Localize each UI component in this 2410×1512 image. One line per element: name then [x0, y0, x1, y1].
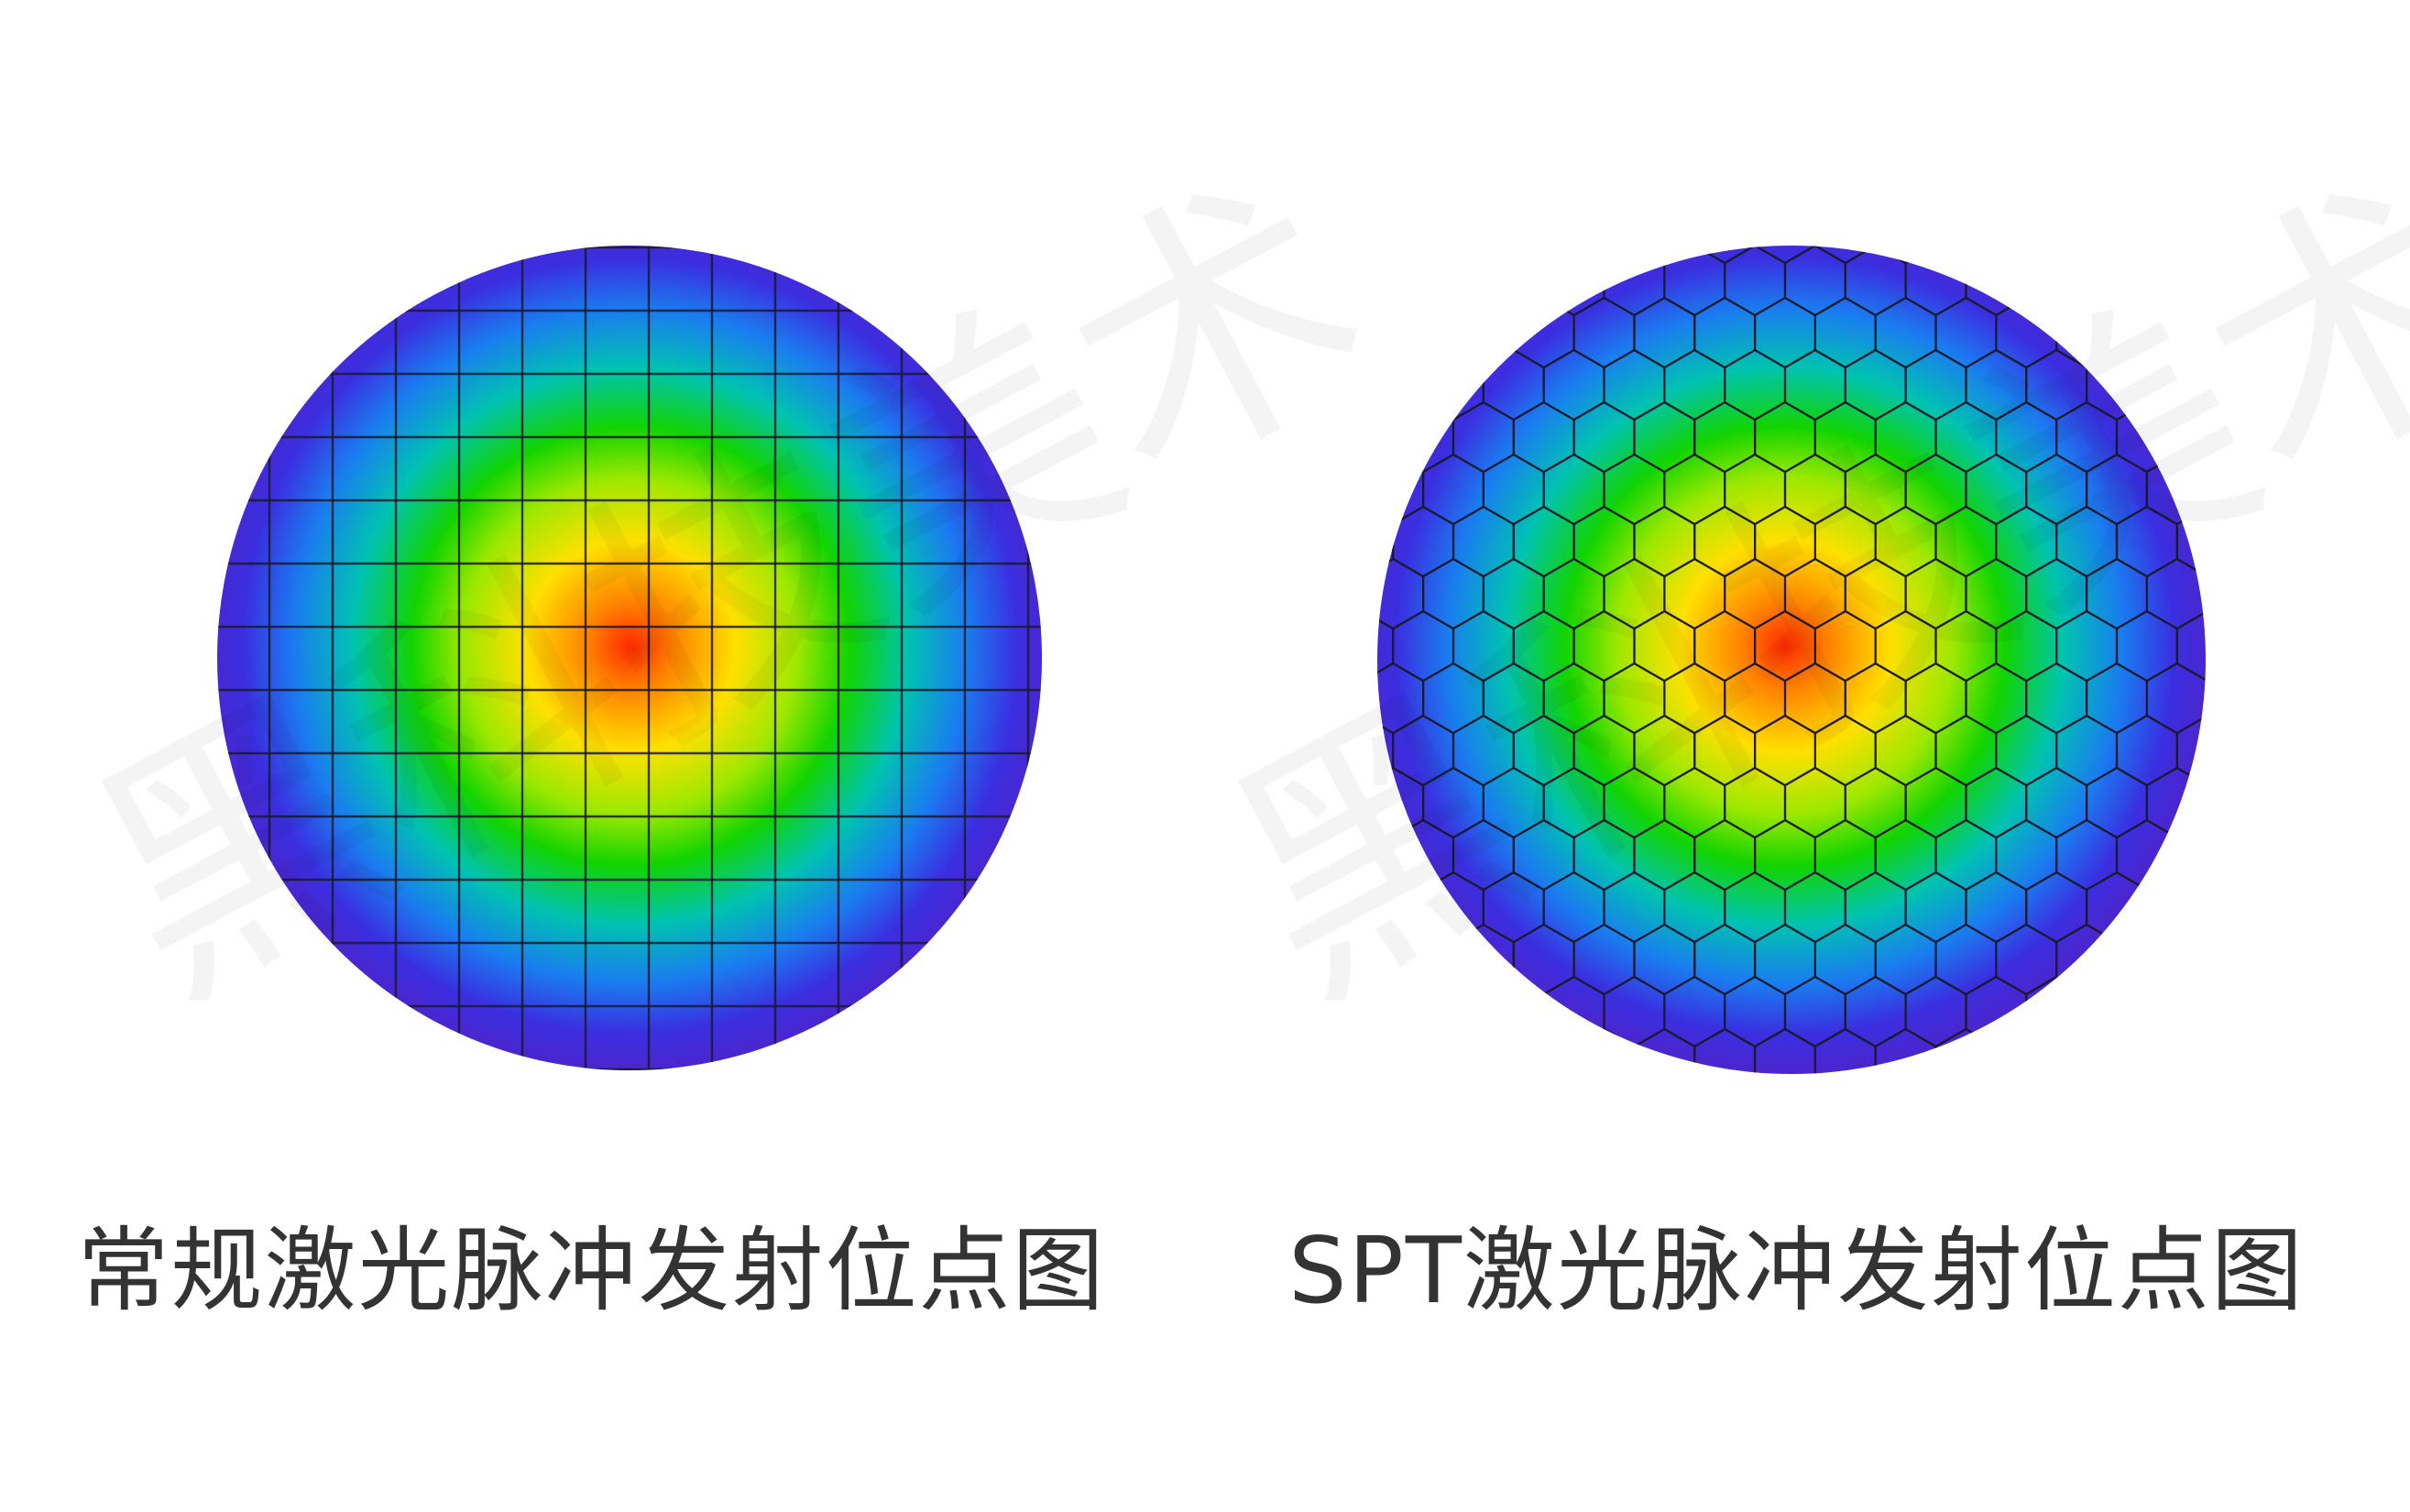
hex-cell: [1693, 1027, 1757, 1074]
hex-cell: [1451, 296, 1515, 369]
hex-cell: [1874, 246, 1937, 265]
hexagonal-grid: [1303, 246, 2268, 1151]
hex-cell: [2207, 663, 2268, 733]
hex-cell: [2025, 246, 2088, 317]
hex-cell: [2145, 871, 2206, 944]
hex-cell: [1303, 559, 1364, 629]
hex-cell: [1482, 975, 1545, 1048]
hex-cell: [1572, 1027, 1636, 1074]
hex-cell: [1934, 1027, 1998, 1074]
hex-cell: [1753, 1027, 1817, 1074]
hex-cell: [1633, 246, 1696, 265]
hex-cell: [2175, 818, 2206, 892]
hex-cell: [2115, 923, 2178, 996]
conventional-panel: 常规激光脉冲发射位点图: [77, 246, 1106, 1324]
square-grid: [217, 246, 1042, 1070]
hex-cell: [1813, 1027, 1877, 1074]
hex-cell: [1934, 246, 1998, 265]
hex-cell: [1785, 1081, 1846, 1151]
hex-cell: [1633, 1027, 1696, 1074]
spt-spot-diagram: [1303, 246, 2268, 1151]
hex-cell: [1725, 1081, 1785, 1151]
conventional-spot-diagram: [217, 246, 1042, 1070]
spt-heat-disk: [1377, 246, 2206, 1074]
hex-cell: [1377, 505, 1395, 578]
spt-panel: SPT激光脉冲发射位点图: [1205, 0, 2410, 1512]
spt-caption: SPT激光脉冲发射位点图: [1288, 1217, 2305, 1324]
conventional-caption: 常规激光脉冲发射位点图: [77, 1217, 1106, 1324]
hex-cell: [1874, 1027, 1937, 1074]
hex-cell: [2207, 559, 2268, 629]
conventional-heat-disk: [217, 246, 1042, 1070]
hex-cell: [1846, 1081, 1906, 1151]
hex-cell: [1303, 663, 1364, 733]
